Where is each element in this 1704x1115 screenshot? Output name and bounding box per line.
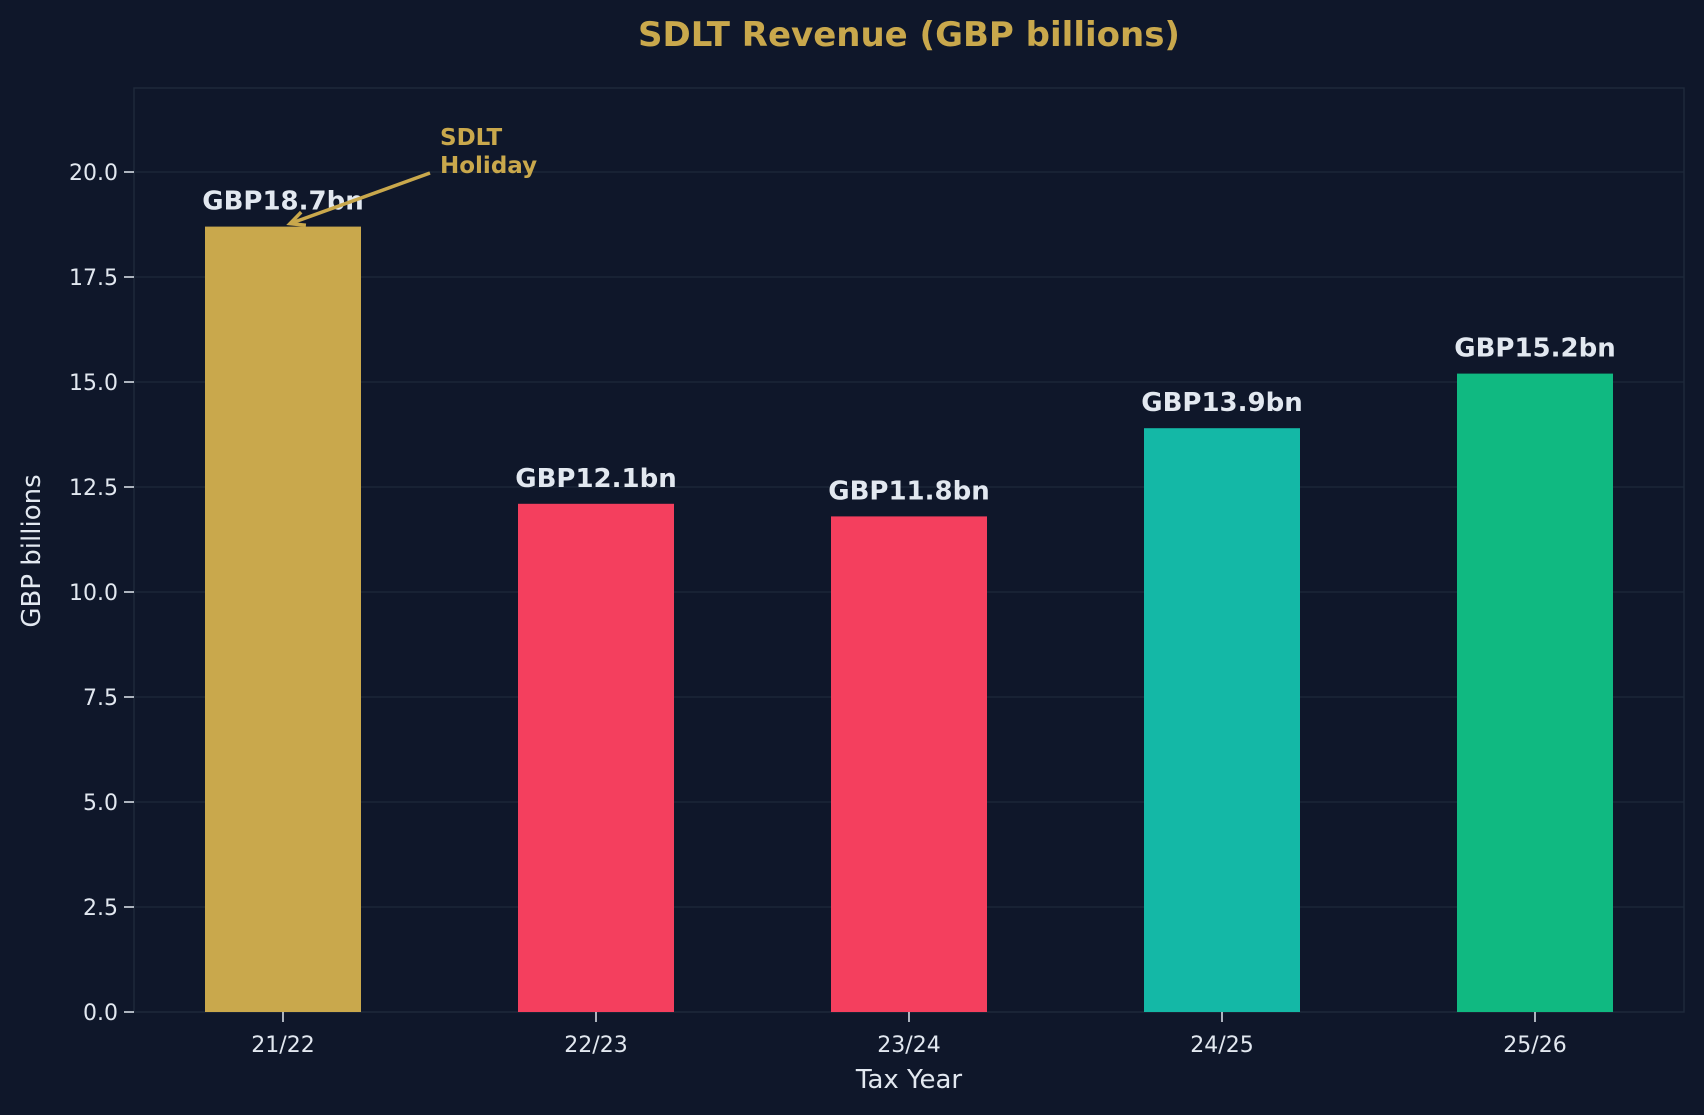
data-label-22-23: GBP12.1bn <box>515 464 676 494</box>
data-label-21-22: GBP18.7bn <box>202 187 363 217</box>
data-labels: GBP18.7bn GBP12.1bn GBP11.8bn GBP13.9bn GBP1… <box>202 187 1615 507</box>
x-tick-label: 25/26 <box>1503 1033 1566 1058</box>
y-axis: 0.0 2.5 5.0 7.5 10.0 12.5 15.0 17.5 20.0 <box>69 161 134 1026</box>
y-tick-label: 10.0 <box>69 581 118 606</box>
x-axis: 21/22 22/23 23/24 24/25 25/26 <box>251 1012 1567 1058</box>
data-label-25-26: GBP15.2bn <box>1454 334 1615 364</box>
y-tick-label: 5.0 <box>83 791 118 816</box>
y-tick-label: 20.0 <box>69 161 118 186</box>
x-tick-label: 22/23 <box>564 1033 627 1058</box>
x-tick-label: 21/22 <box>251 1033 314 1058</box>
bar-22-23 <box>518 503 674 1012</box>
bar-23-24 <box>831 516 987 1012</box>
annotation-arrow-head <box>286 210 307 227</box>
bar-25-26 <box>1457 373 1613 1013</box>
y-tick-label: 12.5 <box>69 476 118 501</box>
chart-title: SDLT Revenue (GBP billions) <box>638 15 1180 55</box>
annotations: SDLT Holiday <box>286 125 537 227</box>
y-axis-label: GBP billions <box>17 474 47 627</box>
y-tick-label: 2.5 <box>83 896 118 921</box>
data-label-23-24: GBP11.8bn <box>828 476 989 506</box>
bar-24-25 <box>1144 428 1300 1012</box>
data-label-24-25: GBP13.9bn <box>1141 388 1302 418</box>
y-tick-label: 7.5 <box>83 686 118 711</box>
y-tick-label: 15.0 <box>69 371 118 396</box>
y-tick-label: 0.0 <box>83 1001 118 1026</box>
annotation-arrow-line <box>289 171 431 226</box>
y-tick-label: 17.5 <box>69 266 118 291</box>
x-axis-label: Tax Year <box>855 1065 963 1095</box>
bars <box>205 226 1613 1013</box>
bar-21-22 <box>205 226 361 1013</box>
x-tick-label: 24/25 <box>1190 1033 1253 1058</box>
annotation-sdlt-holiday: SDLT Holiday <box>440 125 537 179</box>
x-tick-label: 23/24 <box>877 1033 940 1058</box>
